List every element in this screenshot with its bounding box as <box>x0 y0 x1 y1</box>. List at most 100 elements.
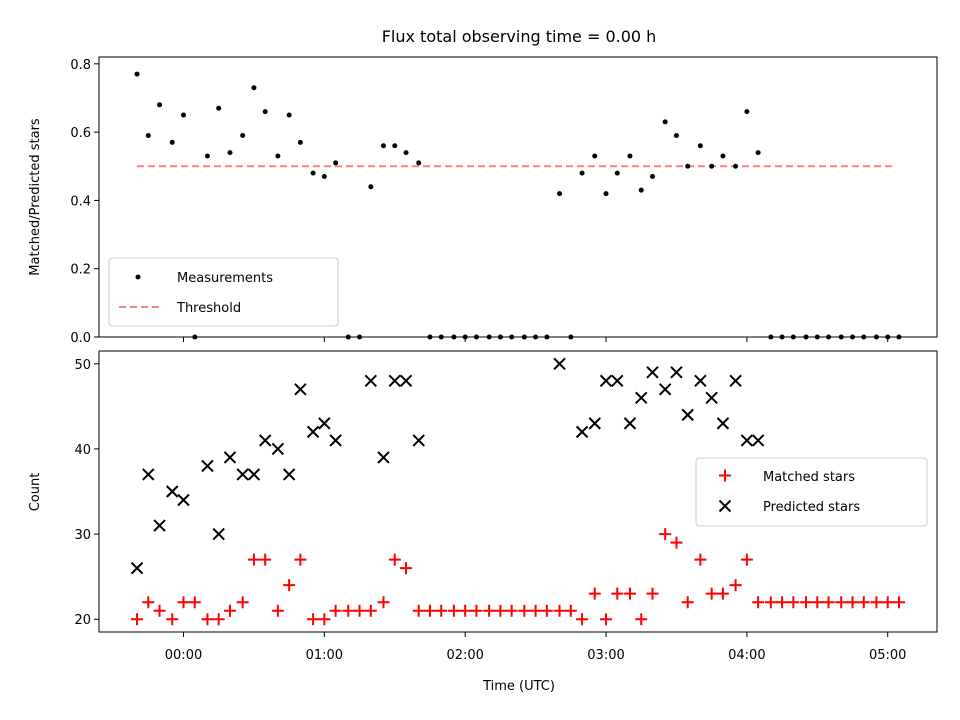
measurement-point <box>592 153 598 159</box>
matched-star-point <box>364 604 377 617</box>
matched-star-point <box>659 528 672 541</box>
predicted-star-point <box>575 425 589 439</box>
predicted-star-point <box>670 366 683 379</box>
count-y-tick-label: 20 <box>74 613 91 628</box>
count-legend-box <box>695 457 928 527</box>
measurement-point <box>227 150 233 156</box>
measurement-point <box>557 191 563 197</box>
matched-star-point <box>505 604 518 617</box>
matched-star-point <box>294 553 307 566</box>
x-tick-label: 01:00 <box>306 648 343 663</box>
measurement-point <box>650 174 656 180</box>
predicted-star-point <box>751 434 765 447</box>
matched-star-point <box>752 596 765 609</box>
matched-star-point <box>318 613 331 626</box>
predicted-star-point <box>223 451 237 464</box>
matched-star-point <box>131 613 144 626</box>
matched-star-point <box>447 604 460 617</box>
matched-star-point <box>588 587 601 600</box>
predicted-star-point <box>388 374 401 388</box>
matched-star-point <box>271 604 284 617</box>
predicted-star-point <box>294 383 307 396</box>
measurement-point <box>673 133 679 139</box>
measurement-point <box>333 160 339 166</box>
measurement-point <box>321 174 327 180</box>
x-tick-label: 04:00 <box>728 648 765 663</box>
matched-star-point <box>892 596 905 609</box>
measurement-point <box>262 109 268 115</box>
matched-star-point <box>201 613 214 626</box>
ratio-plot-frame <box>98 56 938 338</box>
matched-star-point <box>223 604 236 617</box>
matched-star-point <box>764 596 777 609</box>
matched-star-point <box>412 604 425 617</box>
x-tick-label: 03:00 <box>587 648 624 663</box>
predicted-star-point <box>705 391 718 405</box>
matched-stars-legend-label: Matched stars <box>763 470 855 485</box>
predicted-star-point <box>588 417 601 430</box>
predicted-star-point <box>399 374 413 388</box>
measurement-point <box>286 112 292 118</box>
matched-star-point <box>353 604 366 617</box>
threshold-legend-label: Threshold <box>176 301 241 316</box>
matched-star-point <box>811 596 824 609</box>
predicted-star-point <box>611 374 624 388</box>
measurement-point <box>697 143 703 149</box>
matched-star-point <box>423 604 436 617</box>
predicted-star-point <box>177 493 190 507</box>
matched-star-point <box>776 596 789 609</box>
matched-star-point <box>188 596 201 609</box>
matched-star-point <box>212 613 225 626</box>
matched-star-point <box>342 604 355 617</box>
matched-star-point <box>153 604 166 617</box>
predicted-star-point <box>142 468 155 481</box>
measurement-point <box>392 143 398 149</box>
predicted-star-point <box>553 357 566 370</box>
matched-star-point <box>177 596 190 609</box>
predicted-star-point <box>329 434 342 447</box>
ratio-legend: Measurements Threshold <box>108 257 339 327</box>
matched-star-point <box>611 587 624 600</box>
measurement-point <box>603 191 609 197</box>
measurement-point <box>638 187 644 193</box>
matched-star-point <box>518 604 531 617</box>
measurement-point <box>627 153 633 159</box>
predicted-star-point <box>740 434 754 447</box>
measurement-point <box>368 184 374 190</box>
ratio-y-axis-label: Matched/Predicted stars <box>28 118 43 276</box>
matched-star-point <box>377 596 390 609</box>
matched-star-point <box>576 613 589 626</box>
count-plot-frame <box>98 350 938 633</box>
predicted-star-point <box>412 434 425 447</box>
matched-star-point <box>494 604 507 617</box>
ratio-y-tick-label: 0.8 <box>70 58 91 73</box>
measurements-legend-label: Measurements <box>177 271 273 286</box>
matched-star-point <box>564 604 577 617</box>
matched-star-point <box>623 587 636 600</box>
matched-star-point <box>635 613 648 626</box>
measurement-point <box>134 71 140 77</box>
matched-star-point <box>540 604 553 617</box>
matched-star-point <box>881 596 894 609</box>
matched-star-point <box>307 613 320 626</box>
predicted-star-point <box>282 468 296 481</box>
ratio-legend-box <box>108 257 339 327</box>
predicted-star-point <box>681 408 694 422</box>
matched-star-point <box>857 596 870 609</box>
measurement-point <box>720 153 726 159</box>
matched-star-point <box>740 553 753 566</box>
matched-star-point <box>283 579 296 592</box>
predicted-star-point <box>646 366 659 379</box>
measurement-point <box>380 143 386 149</box>
measurement-point <box>216 105 222 111</box>
measurement-point <box>579 170 585 176</box>
matched-star-point <box>459 604 472 617</box>
measurement-point <box>251 85 257 91</box>
measurement-point <box>662 119 668 125</box>
measurement-point <box>709 163 715 169</box>
matched-star-point <box>694 553 707 566</box>
count-y-axis-label: Count <box>28 473 43 512</box>
matched-star-point <box>329 604 342 617</box>
predicted-star-point <box>599 374 613 388</box>
